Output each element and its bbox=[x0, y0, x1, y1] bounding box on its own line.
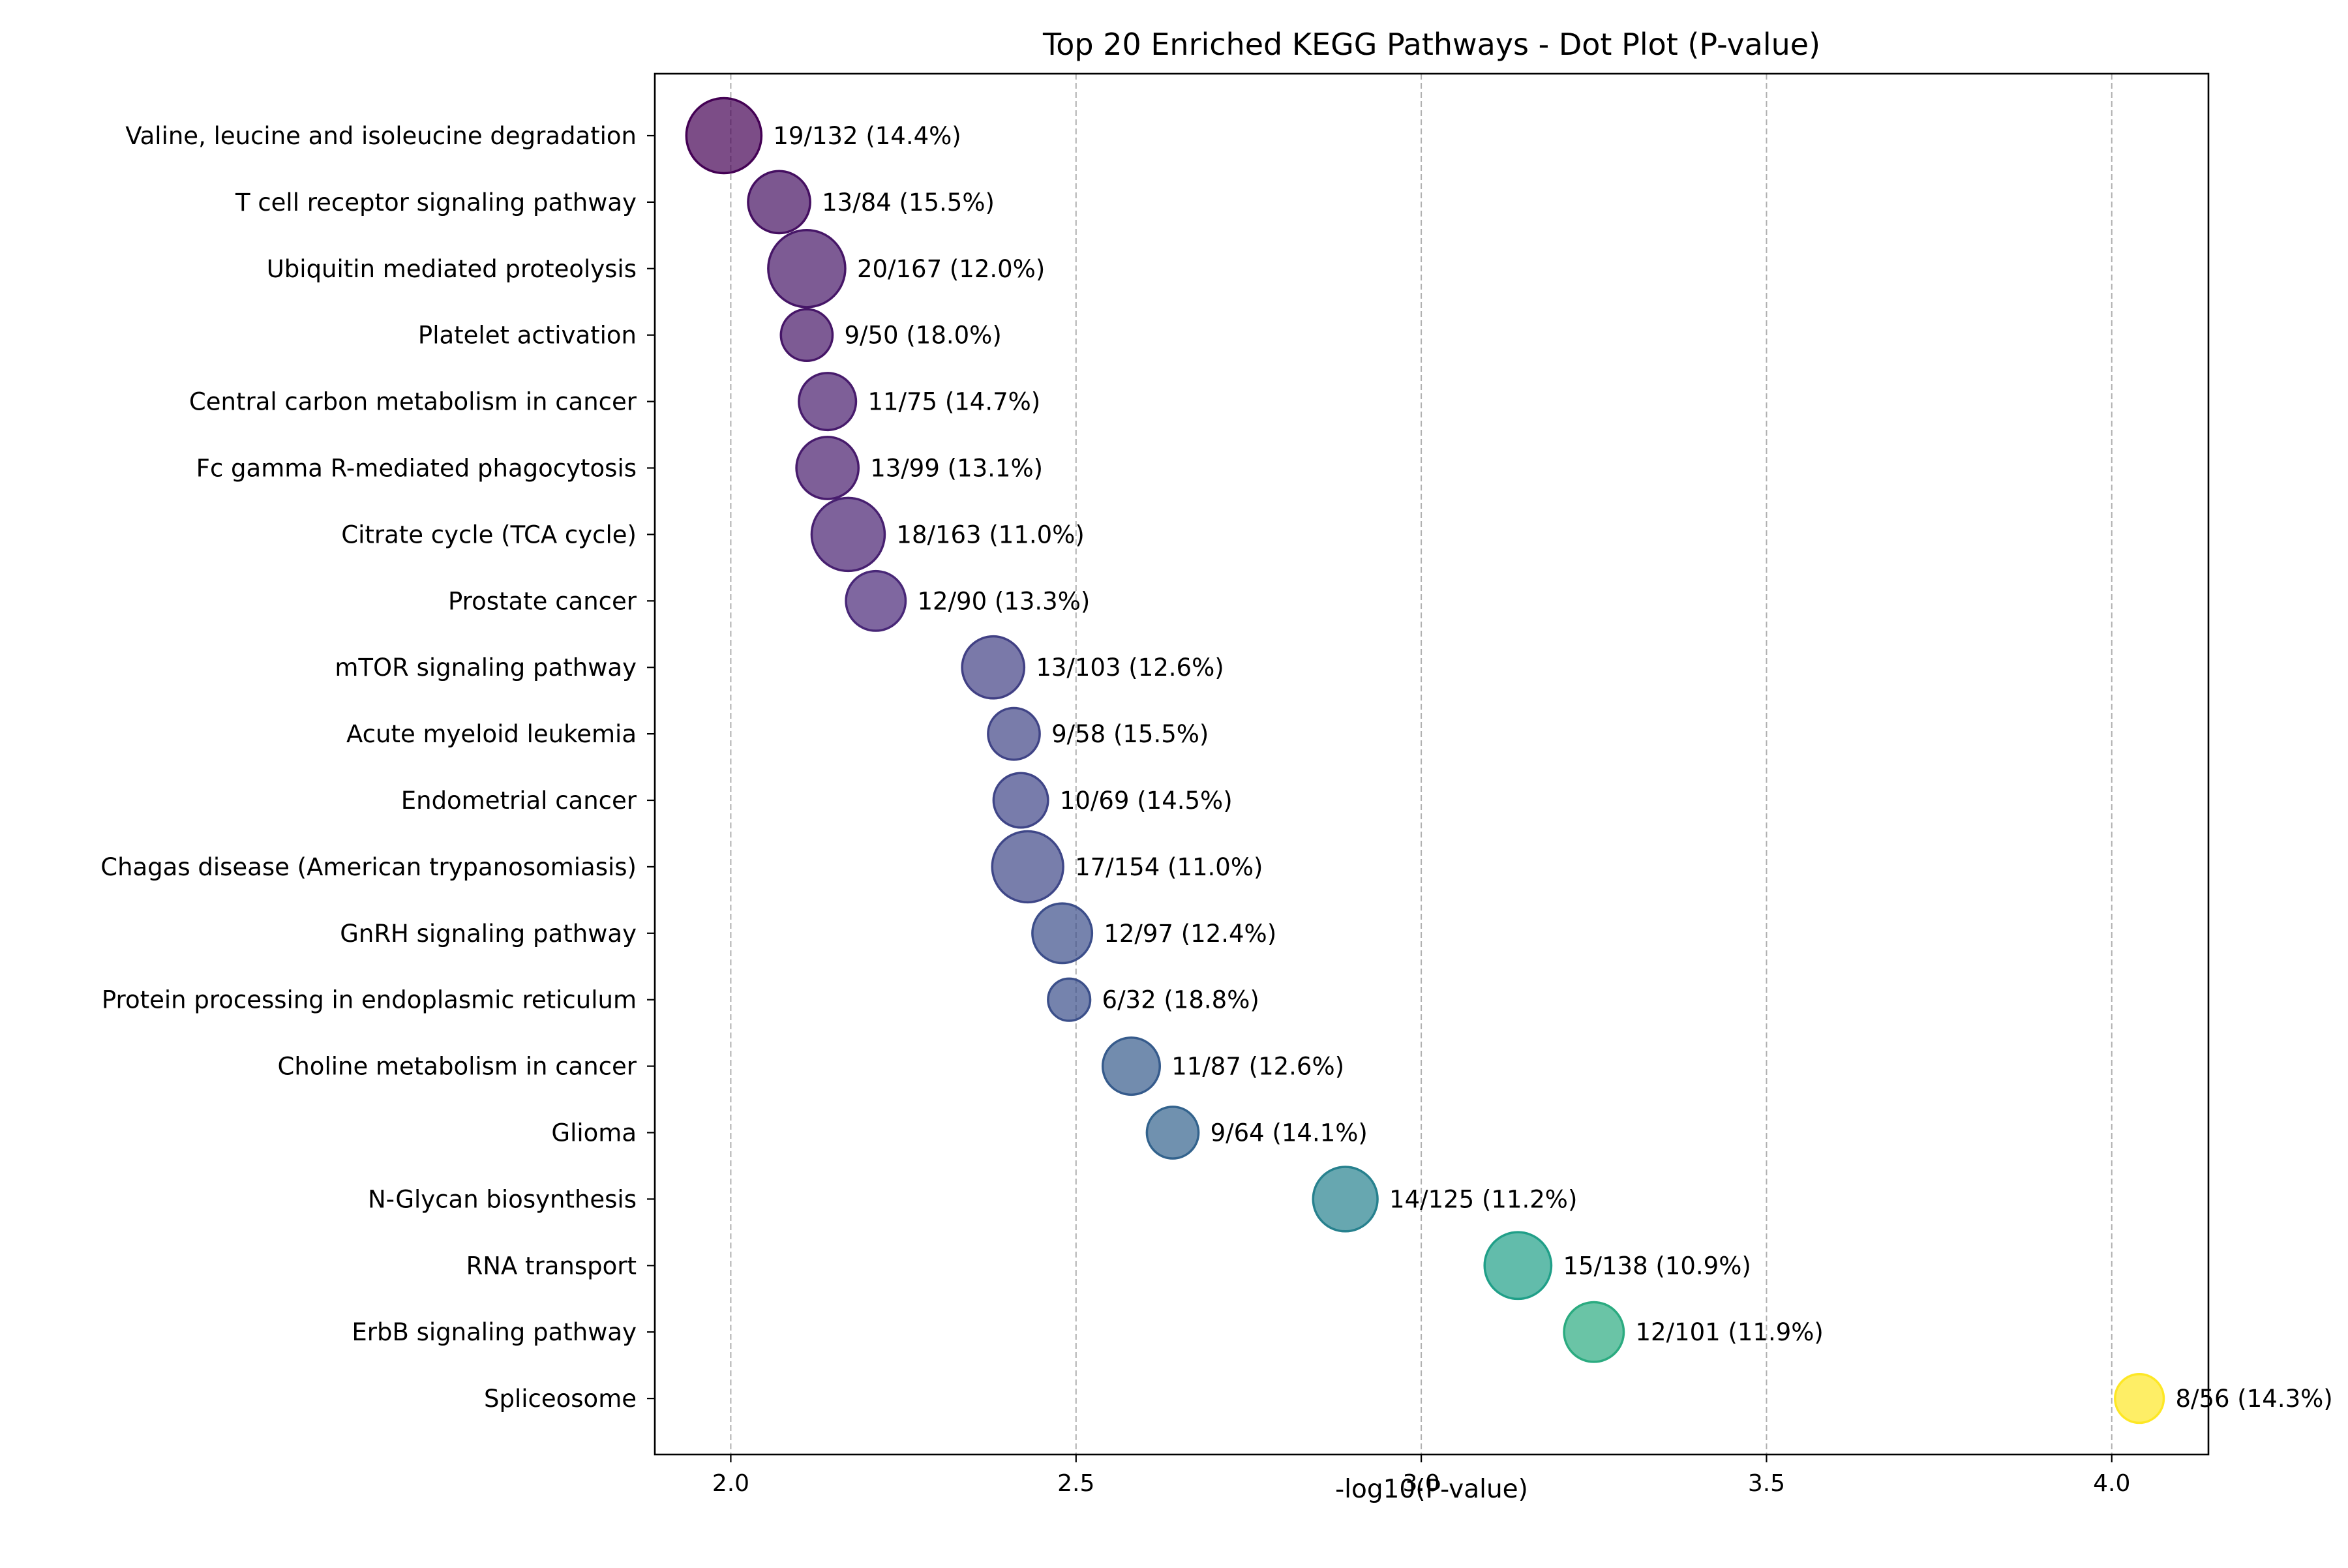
axis-layer: 2.0 2.5 3.0 3.5 4.0 Valine, leucine and isole… bbox=[100, 122, 2130, 1497]
y-category-label: Chagas disease (American trypanosomiasis… bbox=[100, 853, 637, 881]
y-category-label: mTOR signaling pathway bbox=[335, 654, 637, 682]
y-category-label: Citrate cycle (TCA cycle) bbox=[341, 520, 637, 549]
point-count-label: 13/103 (12.6%) bbox=[1036, 654, 1224, 682]
pathway-dot bbox=[1312, 1166, 1379, 1233]
point-count-label: 10/69 (14.5%) bbox=[1060, 787, 1233, 815]
pathway-dot bbox=[685, 97, 763, 175]
pathway-dot bbox=[1101, 1036, 1162, 1096]
y-category-label: Platelet activation bbox=[418, 322, 637, 350]
point-count-label: 15/138 (10.9%) bbox=[1563, 1252, 1751, 1280]
point-count-label: 13/84 (15.5%) bbox=[822, 188, 995, 217]
point-label-layer: 19/132 (14.4%) 13/84 (15.5%) 20/167 (12.0%… bbox=[773, 122, 2332, 1413]
y-category-label: N-Glycan biosynthesis bbox=[368, 1185, 637, 1213]
pathway-dot bbox=[1145, 1106, 1200, 1160]
pathway-dot bbox=[992, 772, 1049, 829]
y-category-label: Acute myeloid leukemia bbox=[346, 720, 637, 748]
pathway-dot bbox=[747, 170, 811, 235]
point-count-label: 11/87 (12.6%) bbox=[1171, 1053, 1344, 1081]
pathway-dot bbox=[795, 436, 860, 500]
point-count-label: 9/64 (14.1%) bbox=[1211, 1119, 1368, 1147]
pathway-dot bbox=[1483, 1231, 1553, 1301]
y-category-label: Choline metabolism in cancer bbox=[278, 1053, 637, 1081]
point-count-label: 11/75 (14.7%) bbox=[867, 388, 1040, 416]
pathway-dot bbox=[2114, 1373, 2165, 1425]
y-category-label: GnRH signaling pathway bbox=[340, 920, 637, 948]
y-category-label: T cell receptor signaling pathway bbox=[235, 188, 637, 217]
point-count-label: 19/132 (14.4%) bbox=[773, 122, 961, 150]
pathway-dot bbox=[987, 706, 1041, 761]
y-category-label: ErbB signaling pathway bbox=[352, 1318, 637, 1346]
pathway-dot bbox=[767, 229, 847, 309]
y-category-label: Protein processing in endoplasmic reticu… bbox=[102, 986, 637, 1014]
pathway-dot bbox=[845, 569, 907, 632]
point-count-label: 12/101 (11.9%) bbox=[1636, 1318, 1824, 1346]
x-tick-label: 3.5 bbox=[1748, 1470, 1785, 1497]
point-count-label: 17/154 (11.0%) bbox=[1075, 853, 1263, 881]
y-category-label: Glioma bbox=[551, 1119, 637, 1147]
x-tick-label: 3.0 bbox=[1402, 1470, 1439, 1497]
pathway-dot bbox=[779, 308, 834, 363]
x-tick-label: 2.5 bbox=[1057, 1470, 1094, 1497]
point-count-label: 9/50 (18.0%) bbox=[845, 322, 1002, 350]
point-count-label: 14/125 (11.2%) bbox=[1389, 1185, 1577, 1213]
plot-area-frame bbox=[654, 72, 2210, 1456]
x-axis-label: -log10(P-value) bbox=[1335, 1475, 1528, 1504]
grid-layer bbox=[730, 74, 2113, 1455]
y-category-label: Prostate cancer bbox=[448, 587, 637, 615]
pathway-dot bbox=[1031, 902, 1094, 965]
pathway-dot bbox=[798, 372, 858, 432]
x-tick-label: 4.0 bbox=[2093, 1470, 2130, 1497]
point-count-label: 8/56 (14.3%) bbox=[2175, 1385, 2332, 1413]
y-category-label: Spliceosome bbox=[484, 1385, 637, 1413]
chart-title: Top 20 Enriched KEGG Pathways - Dot Plot… bbox=[1042, 27, 1820, 62]
pathway-dot bbox=[1047, 977, 1092, 1022]
y-category-label: Endometrial cancer bbox=[401, 787, 637, 815]
point-count-label: 6/32 (18.8%) bbox=[1102, 986, 1259, 1014]
y-category-label: Central carbon metabolism in cancer bbox=[189, 388, 637, 416]
y-category-label: RNA transport bbox=[466, 1252, 637, 1280]
pathway-dot bbox=[961, 635, 1026, 700]
pathway-dot bbox=[991, 830, 1064, 904]
y-category-label: Valine, leucine and isoleucine degradati… bbox=[125, 122, 637, 150]
point-count-label: 9/58 (15.5%) bbox=[1051, 720, 1209, 748]
point-count-label: 13/99 (13.1%) bbox=[870, 455, 1043, 483]
y-category-label: Ubiquitin mediated proteolysis bbox=[267, 255, 637, 283]
pathway-dot bbox=[1563, 1301, 1625, 1363]
y-category-label: Fc gamma R-mediated phagocytosis bbox=[196, 455, 637, 483]
point-count-label: 20/167 (12.0%) bbox=[857, 255, 1045, 283]
point-count-label: 18/163 (11.0%) bbox=[896, 520, 1084, 549]
x-tick-label: 2.0 bbox=[712, 1470, 749, 1497]
point-count-label: 12/90 (13.3%) bbox=[917, 587, 1090, 615]
pathway-dot bbox=[810, 496, 886, 573]
dot-layer bbox=[685, 97, 2165, 1425]
point-count-label: 12/97 (12.4%) bbox=[1104, 920, 1276, 948]
